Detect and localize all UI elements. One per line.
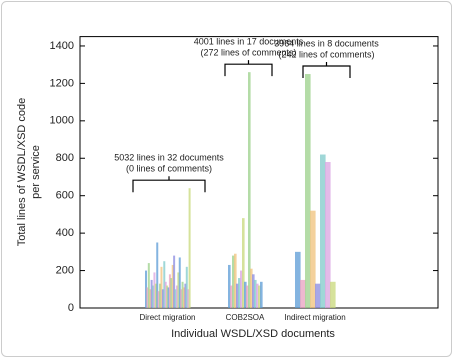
bar	[160, 266, 163, 308]
bar	[250, 268, 253, 308]
bar	[178, 257, 181, 308]
annotation: 3964 lines in 8 documents	[274, 38, 379, 48]
bar	[260, 281, 263, 308]
bar	[244, 281, 247, 308]
bar	[295, 251, 301, 308]
bar	[242, 218, 245, 308]
annotation: 4001 lines in 17 documents	[194, 37, 304, 47]
bar	[315, 283, 321, 308]
y-tick-label: 0	[68, 302, 74, 314]
bracket	[132, 176, 206, 193]
annotation: 5032 lines in 32 documents	[114, 153, 224, 163]
bar	[168, 274, 171, 308]
annotation: (0 lines of comments)	[126, 164, 212, 174]
frame	[1, 1, 452, 357]
bar	[181, 281, 184, 308]
bar	[146, 287, 149, 308]
bar	[174, 289, 177, 308]
category-label: COB2SOA	[226, 313, 265, 322]
y-tick-label: 1000	[50, 115, 74, 127]
bar	[170, 278, 173, 308]
category-label: Indirect migration	[284, 313, 345, 322]
annotation: (272 lines of comments)	[200, 48, 296, 58]
y-axis-label: Total lines of WSDL/XSD code	[16, 98, 28, 247]
category-label: Direct migration	[139, 313, 195, 322]
bar	[234, 253, 237, 308]
bar	[153, 272, 156, 308]
bar	[175, 285, 178, 308]
bar	[325, 162, 331, 308]
bar	[177, 272, 180, 308]
bar	[187, 289, 190, 308]
bar	[320, 154, 326, 308]
bar	[240, 270, 243, 308]
bar	[180, 289, 183, 308]
bar	[252, 274, 255, 308]
annotation: (242 lines of comments)	[278, 49, 374, 59]
bar	[149, 289, 152, 308]
bar	[305, 74, 311, 308]
bar	[164, 281, 167, 308]
y-tick-label: 400	[56, 227, 74, 239]
bar	[150, 279, 153, 308]
y-tick-label: 600	[56, 190, 74, 202]
bar	[173, 255, 176, 308]
bar	[258, 285, 261, 308]
bar	[171, 264, 174, 308]
y-tick-label: 1200	[50, 77, 74, 89]
bar	[254, 279, 257, 308]
bar	[184, 283, 187, 308]
bar	[167, 287, 170, 308]
bar	[232, 255, 235, 308]
bar	[330, 281, 336, 308]
y-axis-label: per service	[30, 145, 42, 199]
bar	[166, 285, 169, 308]
y-tick-label: 1400	[50, 40, 74, 52]
bar	[157, 291, 160, 308]
bar	[182, 287, 185, 308]
bar	[248, 72, 251, 309]
bar	[236, 283, 239, 308]
bar	[238, 278, 241, 308]
y-tick-label: 800	[56, 152, 74, 164]
bar	[145, 270, 148, 308]
bar	[147, 263, 150, 308]
bar	[161, 289, 164, 308]
bar	[159, 283, 162, 308]
bracket	[302, 62, 351, 79]
bar	[185, 266, 188, 308]
bar	[246, 285, 249, 308]
bar	[188, 188, 191, 308]
bracket	[224, 60, 273, 77]
bar	[228, 264, 231, 308]
bar	[163, 261, 166, 308]
bar	[152, 285, 155, 308]
x-axis-label: Individual WSDL/XSD documents	[171, 328, 335, 340]
bar	[156, 242, 159, 308]
bar	[310, 210, 316, 308]
bar	[300, 279, 306, 308]
bar	[230, 285, 233, 308]
bar	[154, 283, 157, 308]
bar	[256, 283, 259, 308]
y-tick-label: 200	[56, 264, 74, 276]
